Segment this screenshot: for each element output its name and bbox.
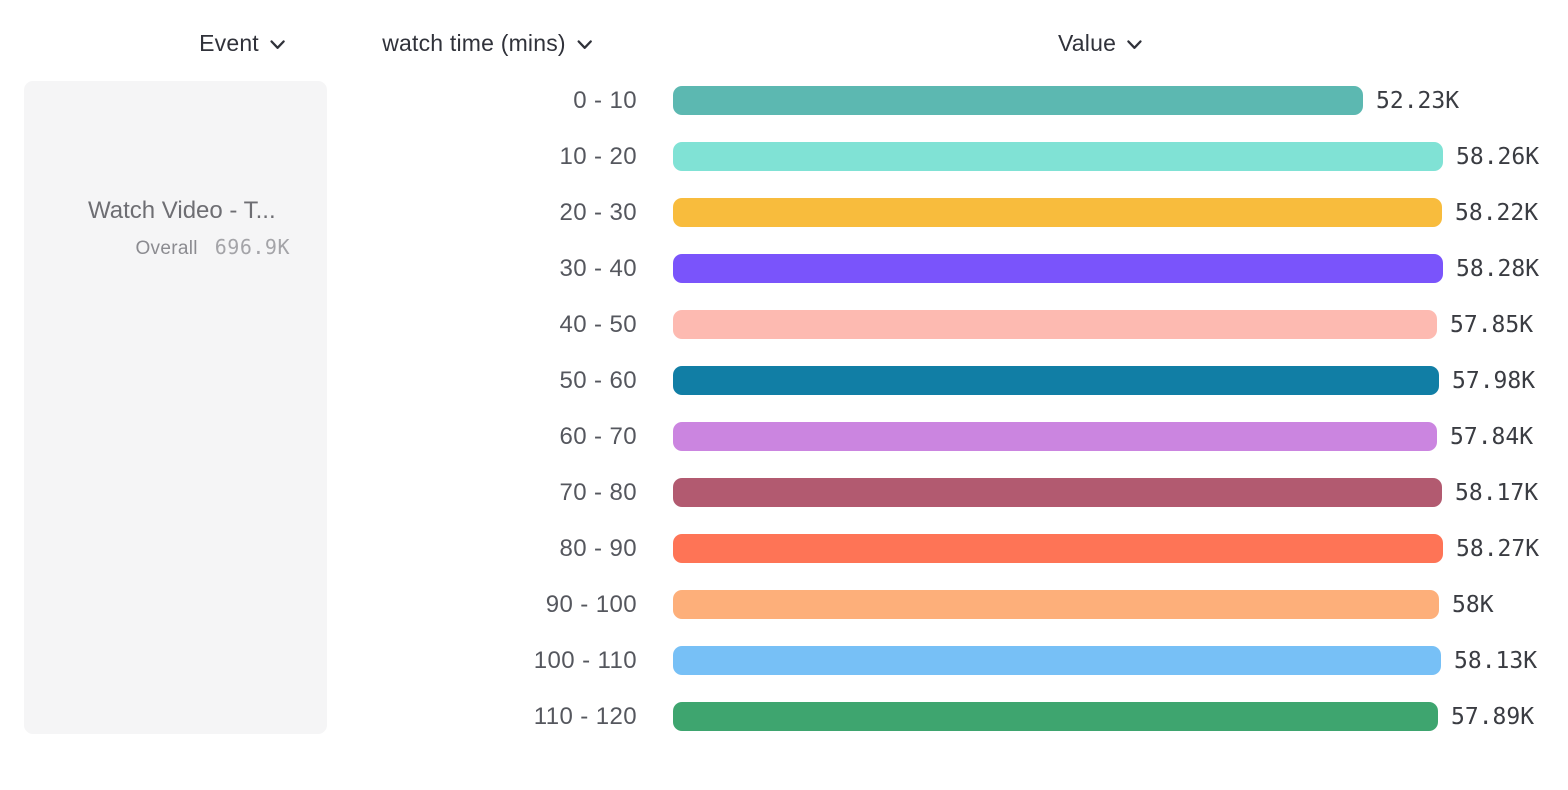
bar[interactable] bbox=[673, 646, 1441, 675]
bar-category-label: 40 - 50 bbox=[559, 310, 637, 338]
bar-category-label: 110 - 120 bbox=[533, 702, 637, 730]
bar-category-label: 50 - 60 bbox=[559, 366, 637, 394]
chevron-down-icon bbox=[270, 37, 285, 50]
chart-row: 90 - 100 58K bbox=[0, 590, 1494, 619]
bar-value-label: 58.17K bbox=[1455, 479, 1539, 506]
chart-row: 40 - 50 57.85K bbox=[0, 310, 1533, 339]
bar-category-label: 100 - 110 bbox=[533, 646, 637, 674]
chart-row: 0 - 10 52.23K bbox=[0, 86, 1459, 115]
bar-value-label: 57.84K bbox=[1450, 423, 1534, 450]
bar-category-label: 90 - 100 bbox=[545, 590, 637, 618]
chart-row: 10 - 20 58.26K bbox=[0, 142, 1539, 171]
bar-value-label: 57.85K bbox=[1450, 311, 1534, 338]
chart-row: 100 - 110 58.13K bbox=[0, 646, 1537, 675]
bar[interactable] bbox=[673, 422, 1437, 451]
legend-event-name[interactable]: Watch Video - T... bbox=[88, 197, 276, 224]
chart-row: 80 - 90 58.27K bbox=[0, 534, 1539, 563]
bar-value-label: 58.13K bbox=[1454, 647, 1538, 674]
bar-value-label: 58.26K bbox=[1456, 143, 1540, 170]
bar-value-label: 58.27K bbox=[1456, 535, 1540, 562]
bar-value-label: 57.89K bbox=[1451, 703, 1535, 730]
bar-category-label: 80 - 90 bbox=[559, 534, 637, 562]
bar[interactable] bbox=[673, 254, 1443, 283]
bar-category-label: 30 - 40 bbox=[559, 254, 637, 282]
bar[interactable] bbox=[673, 198, 1442, 227]
bar-category-label: 60 - 70 bbox=[559, 422, 637, 450]
bar-value-label: 57.98K bbox=[1452, 367, 1536, 394]
bar-category-label: 10 - 20 bbox=[559, 142, 637, 170]
chart-row: 110 - 120 57.89K bbox=[0, 702, 1534, 731]
bar-value-label: 58.28K bbox=[1456, 255, 1540, 282]
bar-value-label: 52.23K bbox=[1376, 87, 1460, 114]
bar-category-label: 70 - 80 bbox=[559, 478, 637, 506]
bar[interactable] bbox=[673, 534, 1443, 563]
bar-value-label: 58K bbox=[1452, 591, 1494, 618]
column-header-value[interactable]: Value bbox=[1058, 29, 1142, 57]
bar[interactable] bbox=[673, 590, 1439, 619]
legend-overall-row: Overall 696.9K bbox=[135, 235, 290, 260]
chart-row: 30 - 40 58.28K bbox=[0, 254, 1539, 283]
bar[interactable] bbox=[673, 86, 1363, 115]
legend-overall-value: 696.9K bbox=[214, 235, 290, 259]
chart-row: 50 - 60 57.98K bbox=[0, 366, 1535, 395]
bar[interactable] bbox=[673, 310, 1437, 339]
bar[interactable] bbox=[673, 142, 1443, 171]
bar-value-label: 58.22K bbox=[1455, 199, 1539, 226]
bar[interactable] bbox=[673, 366, 1439, 395]
bar-category-label: 20 - 30 bbox=[559, 198, 637, 226]
bar[interactable] bbox=[673, 702, 1438, 731]
chart-row: 60 - 70 57.84K bbox=[0, 422, 1533, 451]
column-header-watch-time-label: watch time (mins) bbox=[382, 29, 566, 56]
chevron-down-icon bbox=[1127, 37, 1142, 50]
column-header-watch-time[interactable]: watch time (mins) bbox=[382, 29, 592, 57]
column-header-event-label: Event bbox=[199, 29, 259, 56]
chart-row: 70 - 80 58.17K bbox=[0, 478, 1538, 507]
bar-category-label: 0 - 10 bbox=[573, 86, 637, 114]
column-header-event[interactable]: Event bbox=[199, 29, 285, 57]
column-header-value-label: Value bbox=[1057, 29, 1117, 56]
legend-card: Watch Video - T... Overall 696.9K bbox=[24, 81, 327, 734]
bar[interactable] bbox=[673, 478, 1442, 507]
legend-overall-label: Overall bbox=[135, 238, 198, 259]
chevron-down-icon bbox=[577, 37, 592, 50]
chart-row: 20 - 30 58.22K bbox=[0, 198, 1538, 227]
